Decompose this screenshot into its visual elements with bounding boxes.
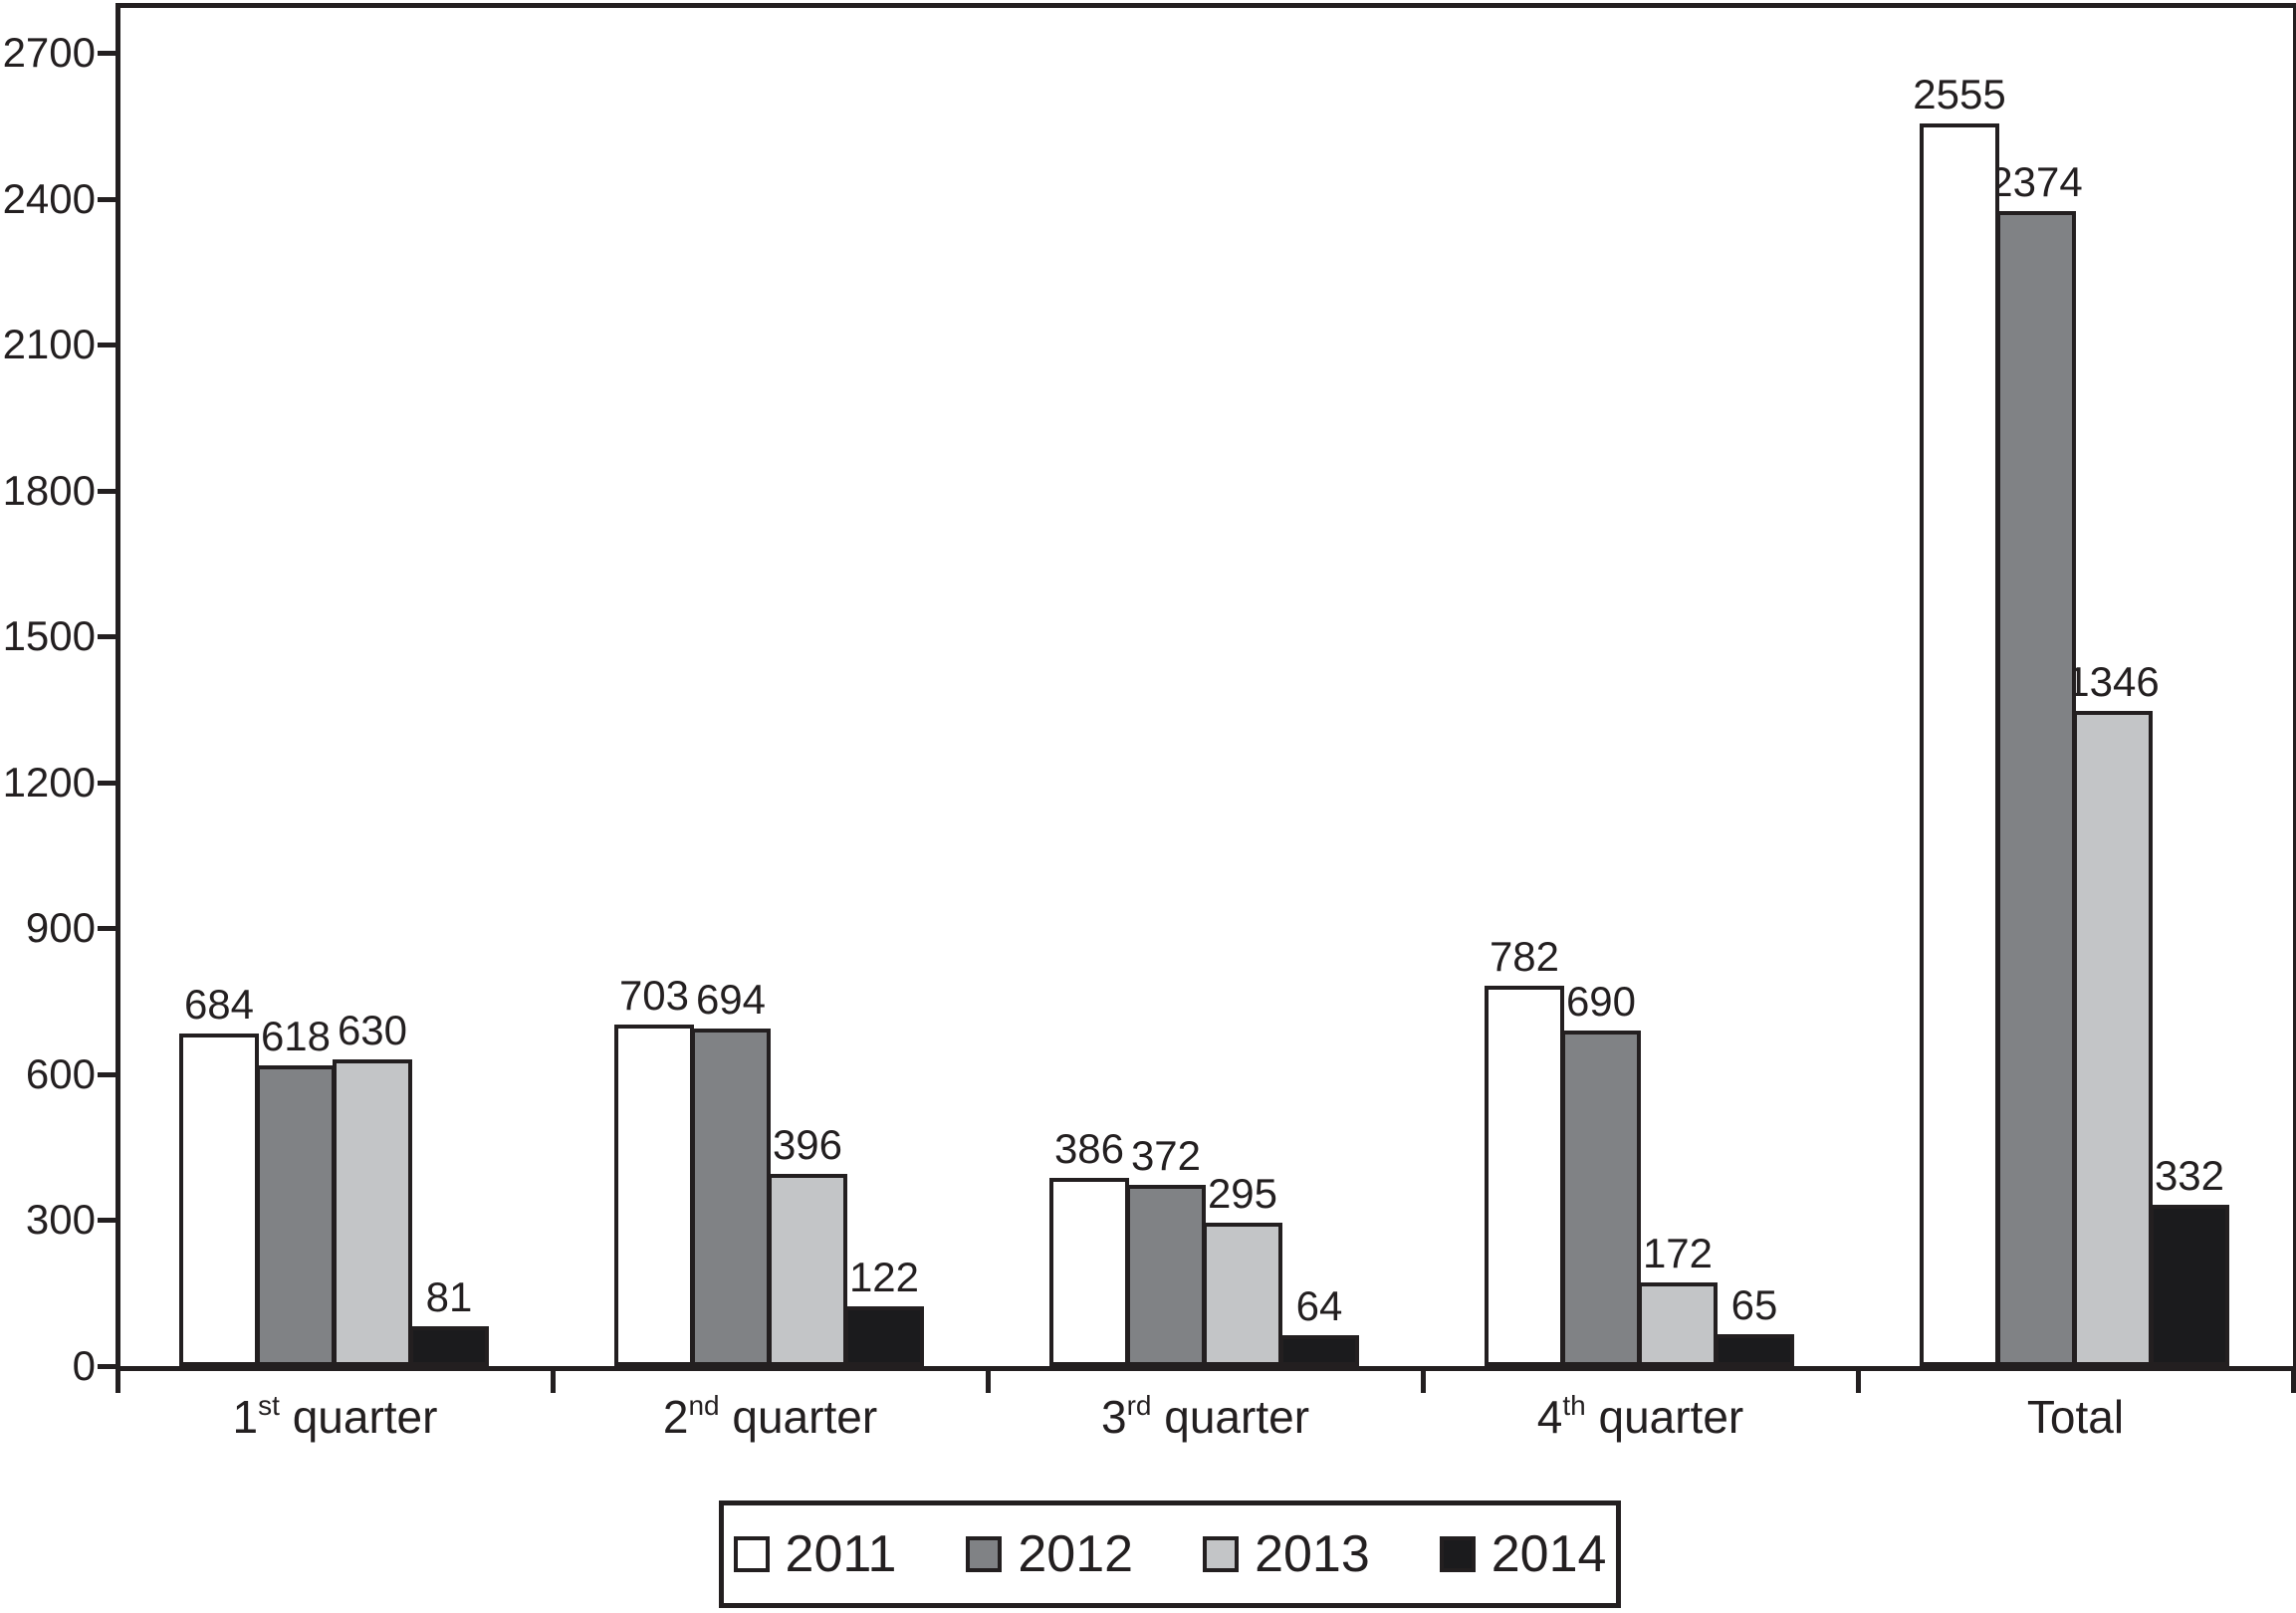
bar-2013-4th-quarter xyxy=(1638,1282,1718,1366)
y-axis-tick-label: 2100 xyxy=(2,321,96,367)
bar-2014-total xyxy=(2150,1205,2229,1366)
bar-value-label: 295 xyxy=(1207,1170,1278,1217)
x-axis-category-label: 4th quarter xyxy=(1536,1390,1744,1443)
bar-value-label: 782 xyxy=(1489,933,1560,980)
bar-value-label: 332 xyxy=(2154,1152,2225,1199)
bar-2013-1st-quarter xyxy=(333,1059,412,1366)
x-axis-tick xyxy=(115,1371,120,1393)
legend-item-2013: 2013 xyxy=(1203,1528,1370,1580)
legend-item-2011: 2011 xyxy=(733,1525,897,1583)
bar-value-label: 122 xyxy=(848,1254,920,1300)
bar-2014-2nd-quarter xyxy=(844,1306,924,1366)
bar-value-label: 64 xyxy=(1295,1282,1343,1329)
y-axis-tick-label: 600 xyxy=(25,1050,96,1097)
bar-value-label: 372 xyxy=(1130,1132,1202,1179)
y-axis-tick xyxy=(98,197,115,202)
legend: 2011 2012 2013 2014 xyxy=(719,1500,1621,1608)
bar-value-label: 618 xyxy=(260,1013,332,1059)
bar-2011-4th-quarter xyxy=(1485,986,1564,1366)
y-axis-tick-label: 2700 xyxy=(2,29,96,76)
bar-value-label: 386 xyxy=(1053,1125,1125,1172)
bar-2012-2nd-quarter xyxy=(691,1029,771,1366)
bar-2012-3rd-quarter xyxy=(1126,1185,1206,1366)
bar-value-label: 630 xyxy=(337,1007,408,1053)
legend-swatch-2011 xyxy=(733,1536,770,1572)
bar-2014-1st-quarter xyxy=(409,1326,489,1366)
y-axis-tick xyxy=(98,1072,115,1077)
bar-value-label: 65 xyxy=(1730,1281,1778,1328)
bar-2013-3rd-quarter xyxy=(1203,1223,1282,1366)
bar-2012-total xyxy=(1996,211,2076,1366)
legend-item-2014: 2014 xyxy=(1439,1525,1607,1583)
legend-item-2012: 2012 xyxy=(966,1528,1133,1580)
legend-label: 2012 xyxy=(1018,1525,1134,1583)
legend-label: 2013 xyxy=(1255,1525,1370,1583)
legend-swatch-2013 xyxy=(1203,1536,1240,1572)
x-axis-category-label: 3rd quarter xyxy=(1100,1390,1310,1443)
x-axis-category-label: 1st quarter xyxy=(232,1390,438,1443)
x-axis-category-label: Total xyxy=(2026,1391,2125,1443)
x-axis-tick xyxy=(551,1371,556,1393)
bar-2011-total xyxy=(1920,123,1999,1366)
bar-2013-2nd-quarter xyxy=(768,1174,847,1366)
y-axis-tick-label: 0 xyxy=(72,1342,96,1389)
y-axis-tick xyxy=(98,781,115,786)
bar-2013-total xyxy=(2073,711,2153,1366)
y-axis-tick xyxy=(98,1218,115,1223)
y-axis-tick xyxy=(98,926,115,931)
x-axis-tick xyxy=(986,1371,991,1393)
bar-value-label: 2374 xyxy=(1989,158,2083,205)
bar-2012-1st-quarter xyxy=(256,1065,336,1366)
x-axis-tick xyxy=(1856,1371,1861,1393)
x-axis-tick xyxy=(1421,1371,1426,1393)
bar-2014-4th-quarter xyxy=(1715,1334,1794,1366)
y-axis-tick xyxy=(98,343,115,347)
bar-value-label: 172 xyxy=(1642,1230,1714,1276)
y-axis-tick xyxy=(98,51,115,56)
bar-2011-2nd-quarter xyxy=(614,1025,694,1366)
bar-value-label: 684 xyxy=(183,981,255,1028)
legend-label: 2014 xyxy=(1491,1525,1607,1583)
bar-value-label: 81 xyxy=(425,1273,473,1320)
bar-value-label: 703 xyxy=(618,972,690,1019)
bar-2011-3rd-quarter xyxy=(1049,1178,1129,1366)
legend-swatch-2014 xyxy=(1439,1536,1476,1572)
y-axis-tick xyxy=(98,1364,115,1369)
y-axis-tick-label: 1800 xyxy=(2,467,96,514)
bar-value-label: 1346 xyxy=(2066,658,2160,705)
y-axis-tick-label: 900 xyxy=(25,904,96,951)
bar-2011-1st-quarter xyxy=(179,1034,259,1366)
legend-swatch-2012 xyxy=(966,1536,1003,1572)
y-axis-tick-label: 2400 xyxy=(2,175,96,222)
bar-value-label: 2555 xyxy=(1913,71,2006,117)
legend-label: 2011 xyxy=(785,1525,897,1583)
bar-value-label: 690 xyxy=(1565,978,1637,1025)
y-axis-tick xyxy=(98,489,115,494)
x-axis-category-label: 2nd quarter xyxy=(662,1390,878,1443)
bar-value-label: 396 xyxy=(772,1121,843,1168)
y-axis-tick-label: 1500 xyxy=(2,612,96,659)
bar-2014-3rd-quarter xyxy=(1279,1335,1359,1366)
y-axis-tick-label: 1200 xyxy=(2,759,96,806)
bar-value-label: 694 xyxy=(695,976,767,1023)
y-axis-tick-label: 300 xyxy=(25,1196,96,1243)
bar-2012-4th-quarter xyxy=(1561,1031,1641,1366)
x-axis-tick xyxy=(2291,1371,2296,1393)
y-axis-tick xyxy=(98,634,115,639)
